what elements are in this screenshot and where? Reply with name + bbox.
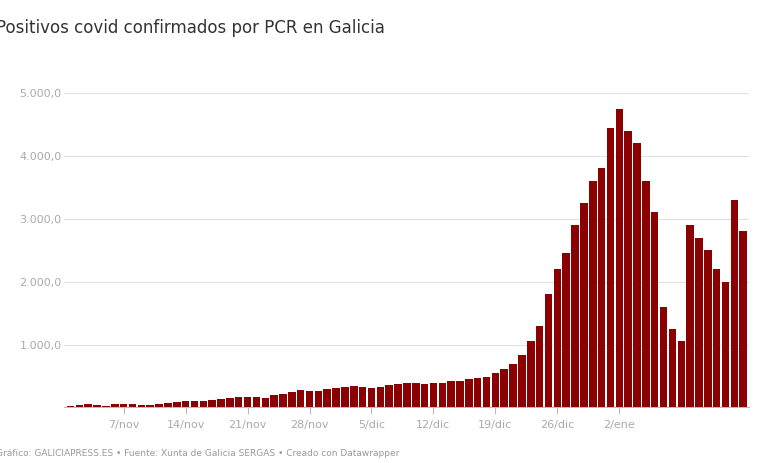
Bar [500, 369, 508, 407]
Bar [562, 253, 570, 407]
Bar [226, 398, 234, 407]
Bar [660, 307, 668, 407]
Bar [93, 405, 101, 407]
Bar [164, 403, 172, 407]
Bar [545, 294, 553, 407]
Bar [208, 400, 216, 407]
Bar [598, 169, 606, 407]
Bar [182, 400, 189, 407]
Bar [350, 386, 357, 407]
Bar [288, 392, 295, 407]
Bar [85, 404, 92, 407]
Bar [536, 325, 544, 407]
Bar [173, 402, 180, 407]
Bar [553, 269, 561, 407]
Text: Gráfico: GALICIAPRESS.ES • Fuente: Xunta de Galicia SERGAS • Creado con Datawrap: Gráfico: GALICIAPRESS.ES • Fuente: Xunta… [0, 450, 400, 458]
Bar [438, 382, 446, 407]
Bar [323, 389, 331, 407]
Bar [483, 376, 491, 407]
Bar [111, 404, 119, 407]
Bar [731, 200, 738, 407]
Bar [102, 406, 110, 407]
Bar [509, 364, 517, 407]
Bar [359, 387, 366, 407]
Bar [687, 225, 694, 407]
Bar [385, 385, 393, 407]
Bar [580, 203, 587, 407]
Bar [634, 143, 640, 407]
Bar [572, 225, 579, 407]
Bar [191, 401, 198, 407]
Bar [67, 406, 74, 407]
Bar [244, 397, 251, 407]
Bar [253, 397, 260, 407]
Bar [376, 387, 384, 407]
Bar [341, 387, 349, 407]
Bar [615, 109, 623, 407]
Bar [120, 404, 127, 407]
Bar [695, 238, 702, 407]
Bar [474, 378, 481, 407]
Bar [589, 181, 597, 407]
Bar [678, 341, 685, 407]
Bar [713, 269, 721, 407]
Bar [412, 382, 419, 407]
Bar [306, 391, 313, 407]
Bar [721, 282, 729, 407]
Bar [527, 341, 534, 407]
Bar [129, 404, 136, 407]
Bar [217, 399, 225, 407]
Text: Positivos covid confirmados por PCR en Galicia: Positivos covid confirmados por PCR en G… [0, 19, 385, 37]
Bar [456, 381, 464, 407]
Bar [368, 388, 375, 407]
Bar [625, 131, 632, 407]
Bar [421, 384, 428, 407]
Bar [200, 401, 207, 407]
Bar [235, 397, 242, 407]
Bar [270, 395, 278, 407]
Bar [138, 405, 145, 407]
Bar [332, 388, 340, 407]
Bar [155, 404, 163, 407]
Bar [651, 213, 659, 407]
Bar [491, 374, 499, 407]
Bar [394, 384, 402, 407]
Bar [279, 394, 287, 407]
Bar [668, 329, 676, 407]
Bar [740, 232, 747, 407]
Bar [430, 383, 438, 407]
Bar [642, 181, 650, 407]
Bar [403, 383, 410, 407]
Bar [297, 390, 304, 407]
Bar [465, 380, 472, 407]
Bar [76, 405, 83, 407]
Bar [146, 405, 154, 407]
Bar [261, 398, 269, 407]
Bar [606, 127, 614, 407]
Bar [519, 355, 525, 407]
Bar [704, 250, 712, 407]
Bar [315, 391, 322, 407]
Bar [447, 382, 455, 407]
